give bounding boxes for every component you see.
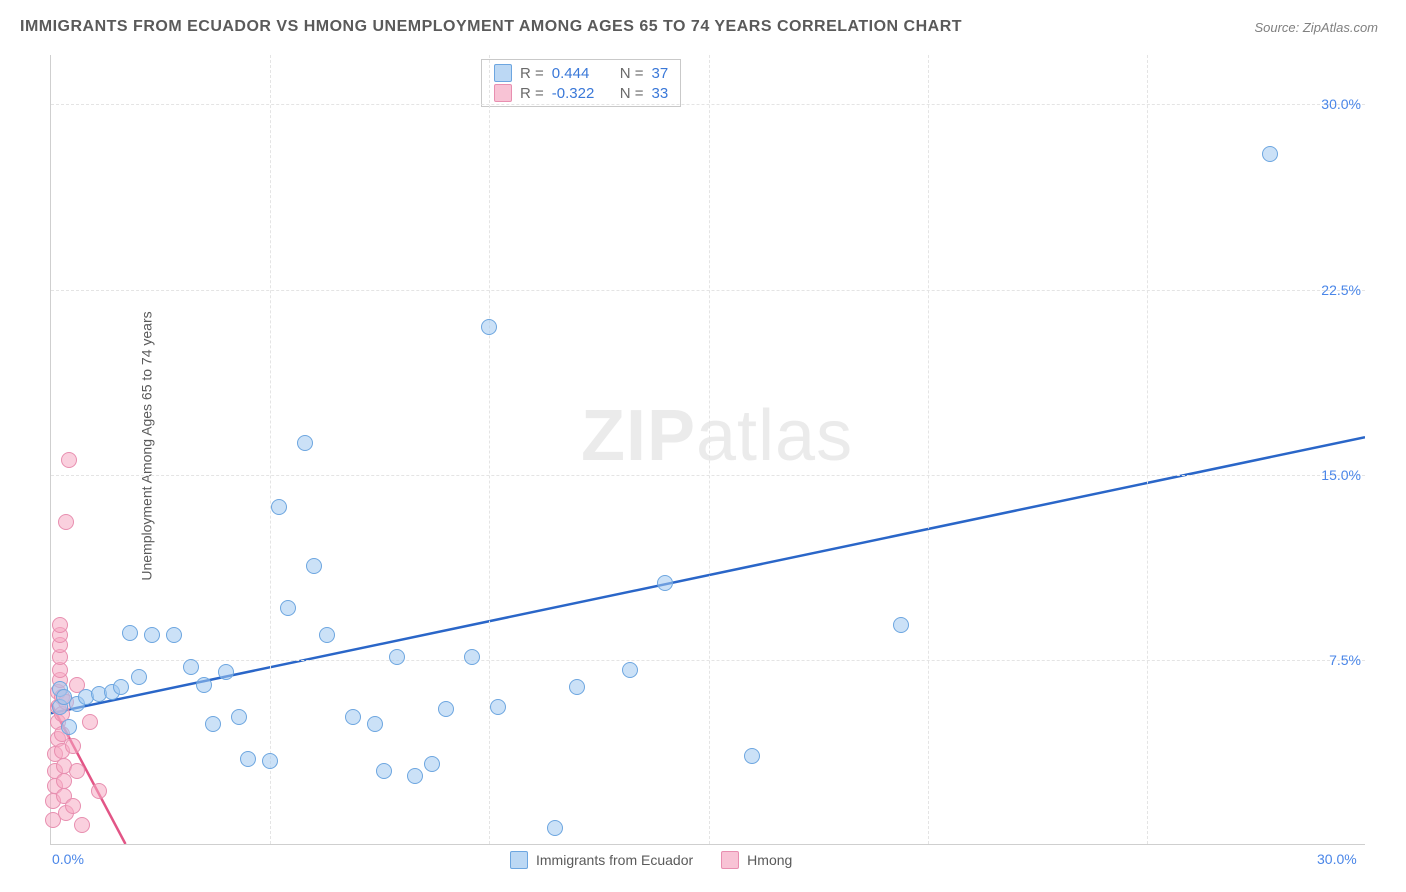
data-point	[122, 625, 138, 641]
data-point	[196, 677, 212, 693]
data-point	[306, 558, 322, 574]
legend-swatch	[510, 851, 528, 869]
legend-row: R = -0.322 N = 33	[494, 84, 668, 102]
data-point	[271, 499, 287, 515]
data-point	[345, 709, 361, 725]
y-tick-label: 22.5%	[1321, 282, 1361, 298]
data-point	[91, 783, 107, 799]
watermark-zip: ZIP	[581, 396, 696, 476]
legend-r-value: -0.322	[552, 85, 612, 102]
data-point	[205, 716, 221, 732]
data-point	[65, 738, 81, 754]
data-point	[74, 817, 90, 833]
data-point	[297, 435, 313, 451]
data-point	[262, 753, 278, 769]
data-point	[490, 699, 506, 715]
data-point	[547, 820, 563, 836]
data-point	[131, 669, 147, 685]
data-point	[1262, 146, 1278, 162]
legend-r-label: R =	[520, 65, 544, 82]
data-point	[481, 319, 497, 335]
y-tick-label: 15.0%	[1321, 467, 1361, 483]
legend-n-value: 33	[652, 85, 669, 102]
data-point	[389, 649, 405, 665]
x-axis-max-label: 30.0%	[1317, 851, 1357, 867]
watermark-atlas: atlas	[696, 396, 853, 476]
data-point	[424, 756, 440, 772]
legend-row: R = 0.444 N = 37	[494, 64, 668, 82]
legend-n-label: N =	[620, 85, 644, 102]
data-point	[69, 763, 85, 779]
data-point	[52, 617, 68, 633]
data-point	[407, 768, 423, 784]
chart-title: IMMIGRANTS FROM ECUADOR VS HMONG UNEMPLO…	[20, 18, 962, 36]
data-point	[376, 763, 392, 779]
source-attribution: Source: ZipAtlas.com	[1254, 20, 1378, 35]
x-axis-min-label: 0.0%	[52, 851, 84, 867]
series-legend: Immigrants from Ecuador Hmong	[510, 851, 792, 869]
gridline-vertical	[928, 55, 929, 844]
data-point	[657, 575, 673, 591]
legend-swatch	[494, 84, 512, 102]
data-point	[231, 709, 247, 725]
legend-swatch	[494, 64, 512, 82]
data-point	[744, 748, 760, 764]
legend-n-value: 37	[652, 65, 669, 82]
data-point	[61, 719, 77, 735]
data-point	[438, 701, 454, 717]
data-point	[183, 659, 199, 675]
data-point	[166, 627, 182, 643]
legend-r-value: 0.444	[552, 65, 612, 82]
watermark: ZIPatlas	[581, 395, 853, 477]
data-point	[367, 716, 383, 732]
gridline-vertical	[1147, 55, 1148, 844]
legend-r-label: R =	[520, 85, 544, 102]
data-point	[240, 751, 256, 767]
data-point	[280, 600, 296, 616]
data-point	[82, 714, 98, 730]
gridline-vertical	[489, 55, 490, 844]
legend-series-label: Hmong	[747, 852, 792, 868]
data-point	[65, 798, 81, 814]
data-point	[61, 452, 77, 468]
data-point	[569, 679, 585, 695]
data-point	[113, 679, 129, 695]
legend-series-label: Immigrants from Ecuador	[536, 852, 693, 868]
legend-n-label: N =	[620, 65, 644, 82]
data-point	[464, 649, 480, 665]
legend-series-item: Hmong	[721, 851, 792, 869]
legend-swatch	[721, 851, 739, 869]
data-point	[622, 662, 638, 678]
scatter-plot-area: ZIPatlas R = 0.444 N = 37 R = -0.322 N = 33 7…	[50, 55, 1365, 845]
legend-series-item: Immigrants from Ecuador	[510, 851, 693, 869]
y-tick-label: 30.0%	[1321, 96, 1361, 112]
correlation-legend: R = 0.444 N = 37 R = -0.322 N = 33	[481, 59, 681, 107]
data-point	[893, 617, 909, 633]
gridline-vertical	[709, 55, 710, 844]
gridline-vertical	[270, 55, 271, 844]
data-point	[144, 627, 160, 643]
y-tick-label: 7.5%	[1329, 652, 1361, 668]
data-point	[319, 627, 335, 643]
data-point	[218, 664, 234, 680]
data-point	[58, 514, 74, 530]
